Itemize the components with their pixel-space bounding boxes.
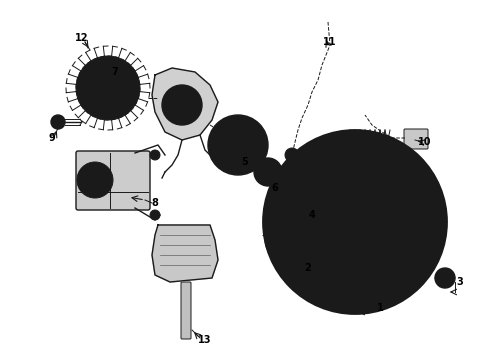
Circle shape — [150, 150, 160, 160]
Circle shape — [327, 194, 383, 250]
Circle shape — [379, 234, 388, 243]
Text: 3: 3 — [457, 277, 464, 287]
Circle shape — [350, 251, 360, 260]
Polygon shape — [152, 68, 218, 140]
Circle shape — [285, 148, 299, 162]
Circle shape — [379, 201, 388, 210]
FancyBboxPatch shape — [76, 151, 150, 210]
Text: 10: 10 — [418, 137, 432, 147]
Circle shape — [298, 204, 306, 212]
Circle shape — [100, 80, 116, 96]
Circle shape — [350, 185, 360, 194]
Circle shape — [263, 130, 447, 314]
Text: 12: 12 — [75, 33, 89, 43]
Circle shape — [51, 115, 65, 129]
Polygon shape — [152, 225, 218, 282]
Circle shape — [307, 250, 314, 257]
Circle shape — [285, 228, 305, 248]
Circle shape — [275, 218, 315, 258]
Text: 1: 1 — [377, 303, 383, 313]
Circle shape — [340, 207, 370, 237]
Circle shape — [254, 158, 282, 186]
Circle shape — [162, 85, 202, 125]
Circle shape — [276, 219, 283, 226]
Circle shape — [218, 125, 258, 165]
Text: 8: 8 — [151, 198, 158, 208]
Circle shape — [315, 182, 395, 262]
Circle shape — [276, 250, 283, 257]
Text: 2: 2 — [305, 263, 311, 273]
Circle shape — [322, 201, 331, 210]
Circle shape — [435, 268, 455, 288]
Circle shape — [439, 272, 451, 284]
Circle shape — [90, 70, 126, 106]
Text: 4: 4 — [309, 210, 316, 220]
Text: 6: 6 — [271, 183, 278, 193]
Circle shape — [283, 150, 427, 294]
Circle shape — [265, 208, 325, 268]
Text: 13: 13 — [198, 335, 212, 345]
Circle shape — [77, 162, 113, 198]
Text: 7: 7 — [112, 67, 119, 77]
Text: 5: 5 — [242, 157, 248, 167]
FancyBboxPatch shape — [404, 129, 428, 149]
Circle shape — [267, 134, 443, 310]
FancyBboxPatch shape — [181, 282, 191, 339]
Circle shape — [228, 135, 248, 155]
Circle shape — [307, 219, 314, 226]
Text: 9: 9 — [49, 133, 55, 143]
Circle shape — [208, 115, 268, 175]
Circle shape — [85, 170, 105, 190]
Circle shape — [308, 198, 316, 206]
Circle shape — [150, 210, 160, 220]
Circle shape — [322, 234, 331, 243]
Circle shape — [172, 95, 192, 115]
Text: 11: 11 — [323, 37, 337, 47]
Circle shape — [76, 56, 140, 120]
Circle shape — [260, 164, 276, 180]
